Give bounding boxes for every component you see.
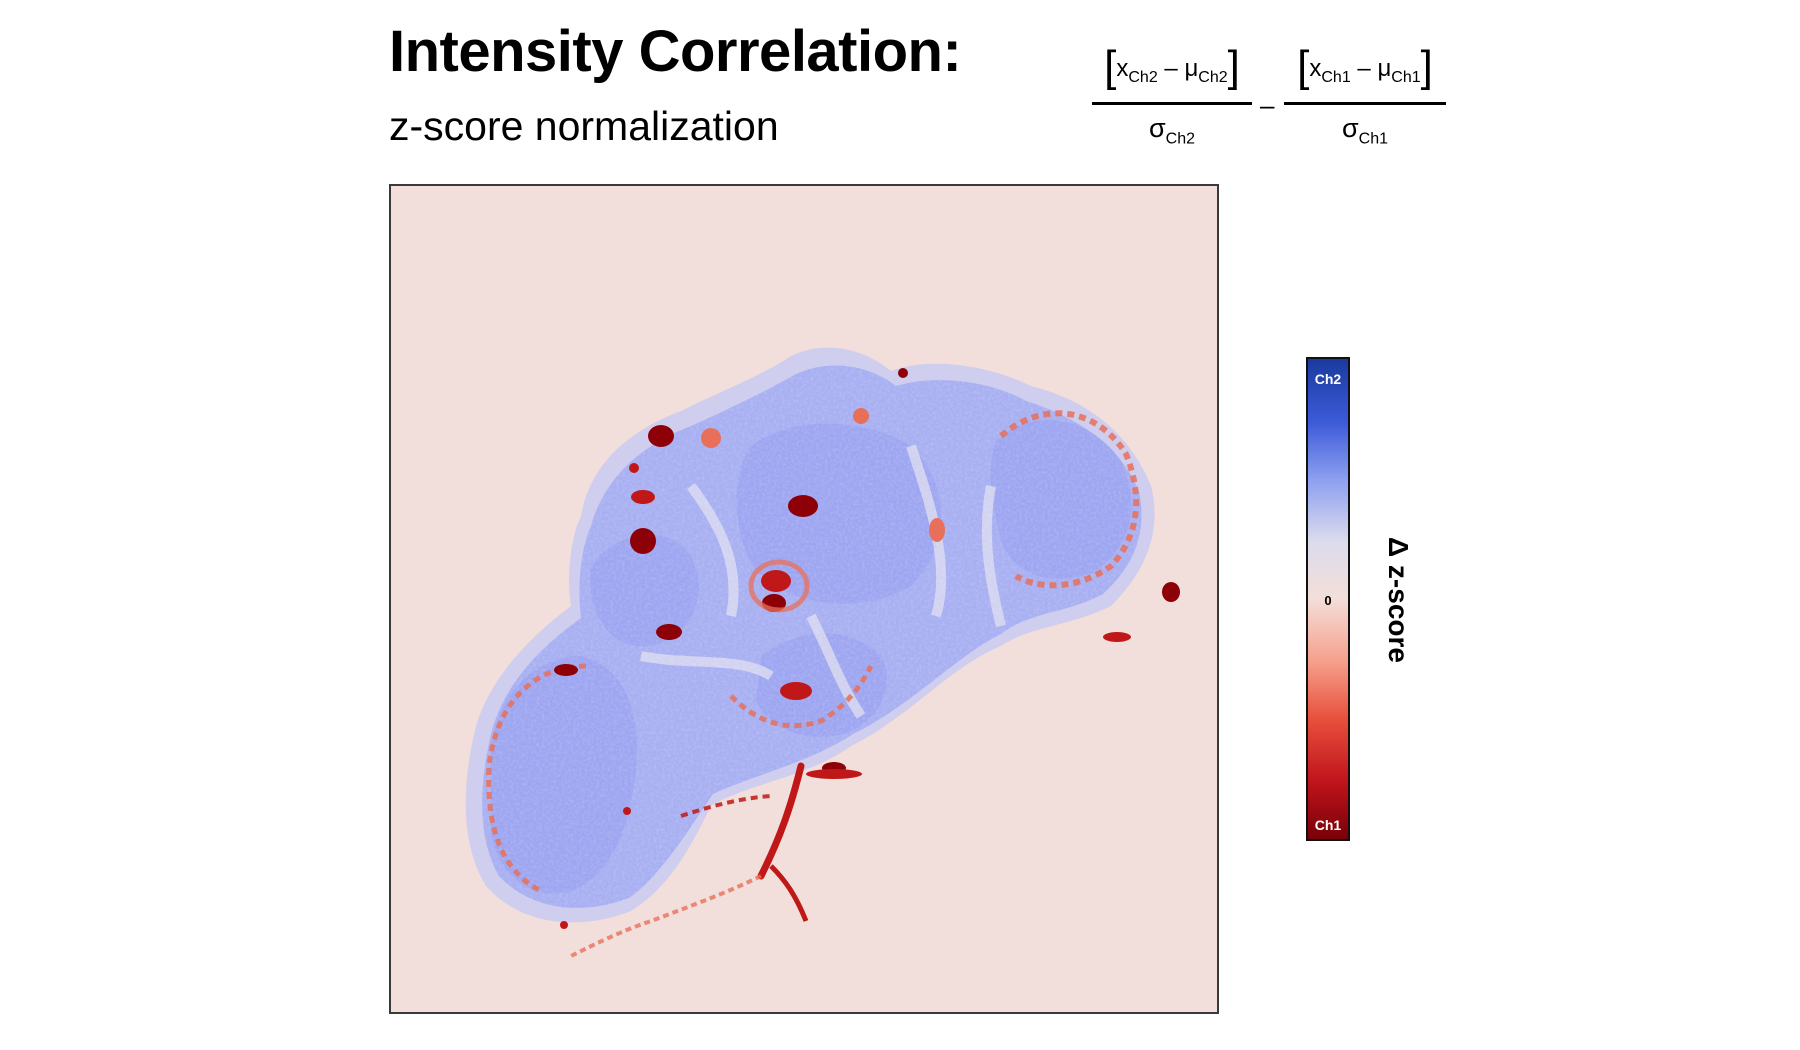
formula-denominator-ch2: σCh2 — [1148, 113, 1196, 148]
formula-numerator-ch2: [xCh2 – μCh2] — [1104, 41, 1240, 91]
ch1-hotspots — [486, 368, 1180, 958]
colorbar: Ch2 0 Ch1 — [1306, 357, 1350, 841]
chart-subtitle: z-score normalization — [389, 103, 779, 149]
tissue-texture — [482, 365, 1142, 908]
stem-main — [757, 762, 805, 880]
stem-branch — [769, 864, 809, 922]
colorbar-zero-label: 0 — [1324, 593, 1332, 608]
spot-top-left — [648, 425, 674, 447]
formula-minus: – — [1260, 90, 1275, 120]
colorbar-top-label: Ch2 — [1314, 371, 1342, 387]
spot-f — [761, 570, 791, 592]
spot-i — [898, 368, 908, 378]
spot-l — [1103, 632, 1131, 642]
spot-h — [780, 682, 812, 700]
rim-left-lobe — [486, 663, 587, 894]
colorbar-title: Δ z-score — [1383, 537, 1414, 663]
spot-small-a — [629, 463, 639, 473]
fraction-bar — [1092, 102, 1252, 105]
heatmap-image — [465, 347, 1180, 958]
zscore-formula: [xCh2 – μCh2] σCh2 – [xCh1 – μCh1] σCh1 — [1090, 38, 1470, 158]
stem-tail — [570, 874, 762, 958]
spot-k — [1162, 582, 1180, 602]
spot-a — [631, 490, 655, 504]
formula-denominator-ch1: σCh1 — [1341, 113, 1389, 148]
spot-c — [656, 624, 682, 640]
formula-term-ch1: [xCh1 – μCh1] σCh1 — [1284, 38, 1446, 148]
spot-d — [554, 664, 578, 676]
spot-o — [560, 921, 568, 929]
spot-q — [701, 428, 721, 448]
formula-numerator-ch1: [xCh1 – μCh1] — [1297, 41, 1433, 91]
fraction-bar — [1284, 102, 1446, 105]
spot-n — [806, 769, 862, 779]
spot-r — [853, 408, 869, 424]
ring-center — [748, 559, 810, 613]
spot-p — [623, 807, 631, 815]
formula-term-ch2: [xCh2 – μCh2] σCh2 — [1092, 38, 1252, 148]
rim-right-lobe — [999, 410, 1140, 589]
colorbar-bottom-label: Ch1 — [1314, 817, 1342, 833]
heatmap-panel — [389, 184, 1219, 1014]
chart-title: Intensity Correlation: — [389, 19, 962, 84]
rim-lower-band — [729, 664, 874, 729]
spot-b — [630, 528, 656, 554]
spot-j — [929, 518, 945, 542]
tissue-region — [465, 347, 1155, 923]
spot-e — [788, 495, 818, 517]
